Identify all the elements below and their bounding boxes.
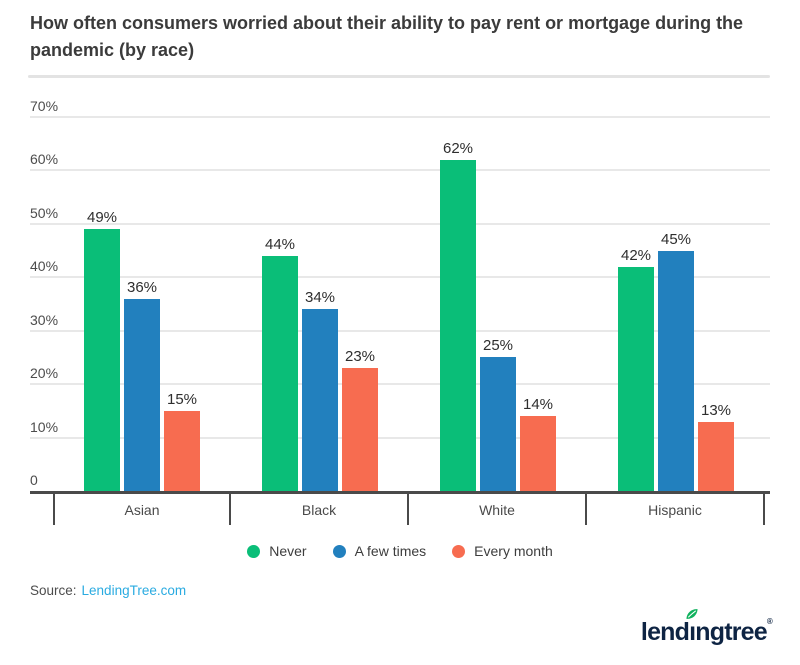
logo-text-pre: lend xyxy=(640,618,690,646)
gridline xyxy=(30,329,770,332)
bar-a-few-times xyxy=(480,357,516,491)
bar-column: 34% xyxy=(302,290,338,491)
bar-value-label: 25% xyxy=(482,337,514,355)
bar-column: 45% xyxy=(658,232,694,491)
bar-value-label: 45% xyxy=(660,230,692,248)
category-label: White xyxy=(479,501,515,518)
bar-every-month xyxy=(164,410,200,491)
gridline xyxy=(30,276,770,279)
bar-every-month xyxy=(520,416,556,491)
bar-column: 49% xyxy=(84,210,120,491)
bar-column: 15% xyxy=(164,392,200,491)
bar-never xyxy=(84,229,120,491)
bar-group: 44% 34% 23% xyxy=(231,117,409,491)
bar-a-few-times xyxy=(302,309,338,491)
y-axis-label: 40% xyxy=(30,258,59,275)
legend-label: Every month xyxy=(474,543,553,559)
bar-group: 62% 25% 14% xyxy=(409,117,587,491)
legend: Never A few times Every month xyxy=(0,543,800,559)
y-axis-label: 0 xyxy=(30,472,38,488)
category-cell: White xyxy=(409,494,587,525)
category-cell: Asian xyxy=(53,494,231,525)
source-link[interactable]: LendingTree.com xyxy=(81,583,187,598)
category-cell: Hispanic xyxy=(587,494,765,525)
source-line: Source: LendingTree.com xyxy=(30,583,186,598)
y-axis-label: 60% xyxy=(30,151,59,168)
logo-text-i: ı xyxy=(689,618,696,646)
lendingtree-logo: lend ıngtree® xyxy=(640,609,773,646)
chart-title: How often consumers worried about their … xyxy=(30,13,744,60)
bar-group: 42% 45% 13% xyxy=(587,117,765,491)
leaf-icon xyxy=(686,609,698,619)
bar-never xyxy=(440,159,476,491)
legend-swatch-icon xyxy=(332,544,346,558)
y-axis-label: 10% xyxy=(30,418,59,435)
bar-column: 13% xyxy=(698,403,734,491)
bar-value-label: 23% xyxy=(344,348,376,366)
bar-value-label: 44% xyxy=(264,235,296,253)
bar-column: 25% xyxy=(480,338,516,491)
bar-every-month xyxy=(342,368,378,491)
legend-swatch-icon xyxy=(452,544,466,558)
source-label: Source: xyxy=(30,583,77,598)
bar-every-month xyxy=(698,421,734,491)
x-axis: Asian Black White Hispanic xyxy=(30,491,770,525)
bar-never xyxy=(262,255,298,491)
logo-text-post: ngtree xyxy=(695,618,767,646)
bar-value-label: 13% xyxy=(700,401,732,419)
bar-value-label: 49% xyxy=(86,209,118,227)
bar-column: 42% xyxy=(618,248,654,491)
y-axis-label: 30% xyxy=(30,311,59,328)
legend-item: Never xyxy=(247,543,307,559)
legend-label: A few times xyxy=(354,543,427,559)
logo-letter-i: ı xyxy=(686,609,698,646)
gridline xyxy=(30,383,770,386)
y-axis-label: 50% xyxy=(30,204,59,221)
category-label: Asian xyxy=(124,501,160,518)
plot-area: 0 10% 20% 30% 40% 50% 60% 70% 49% 36% 15% 44% 34% 23%… xyxy=(30,99,770,491)
bar-column: 62% xyxy=(440,141,476,491)
bar-value-label: 42% xyxy=(620,246,652,264)
y-axis-label: 20% xyxy=(30,365,59,382)
legend-item: A few times xyxy=(332,543,427,559)
legend-item: Every month xyxy=(452,543,553,559)
bar-column: 36% xyxy=(124,280,160,491)
bar-never xyxy=(618,266,654,491)
bar-value-label: 14% xyxy=(522,396,554,414)
category-label: Black xyxy=(301,501,337,518)
gridline xyxy=(30,169,770,172)
bar-value-label: 34% xyxy=(304,289,336,307)
gridline xyxy=(30,222,770,225)
y-axis-label: 70% xyxy=(30,98,59,114)
gridline xyxy=(30,436,770,439)
gridline xyxy=(30,116,770,118)
bar-group: 49% 36% 15% xyxy=(53,117,231,491)
legend-label: Never xyxy=(269,543,307,559)
title-divider xyxy=(28,75,770,78)
bar-a-few-times xyxy=(658,250,694,491)
bar-value-label: 36% xyxy=(126,278,158,296)
registered-mark: ® xyxy=(766,617,773,626)
x-axis-category-band: Asian Black White Hispanic xyxy=(53,494,765,525)
category-cell: Black xyxy=(231,494,409,525)
category-label: Hispanic xyxy=(648,501,702,518)
bar-column: 23% xyxy=(342,349,378,491)
bar-column: 44% xyxy=(262,237,298,491)
bar-column: 14% xyxy=(520,397,556,491)
bar-a-few-times xyxy=(124,298,160,491)
legend-swatch-icon xyxy=(247,544,261,558)
bar-value-label: 62% xyxy=(442,139,474,157)
bar-value-label: 15% xyxy=(166,390,198,408)
